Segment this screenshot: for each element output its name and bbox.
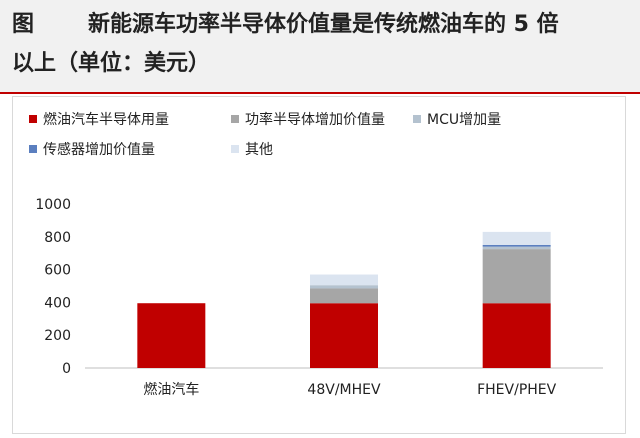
- caption-divider: [0, 92, 640, 94]
- bar-segment-1-2: [482, 249, 551, 304]
- bar-segment-0-2: [482, 303, 551, 368]
- figure-caption: 图 新能源车功率半导体价值量是传统燃油车的 5 倍 以上（单位：美元）: [0, 0, 640, 92]
- bar-segment-3-2: [482, 245, 551, 247]
- bar-segment-1-1: [310, 288, 378, 304]
- bar-segment-4-1: [310, 274, 378, 286]
- chart-panel: 燃油汽车半导体用量 功率半导体增加价值量 MCU增加量 传感器增加价值量 其他 …: [12, 96, 626, 434]
- bar-segment-2-2: [482, 246, 551, 250]
- legend-label-0: 燃油汽车半导体用量: [43, 112, 169, 128]
- bar-segment-4-2: [482, 231, 551, 245]
- y-tick-label: 800: [44, 230, 71, 246]
- x-category-label: 燃油汽车: [143, 381, 199, 398]
- legend-swatch-0: [29, 115, 37, 123]
- legend-swatch-2: [413, 115, 421, 123]
- y-tick-label: 400: [44, 295, 71, 311]
- legend-item-1: 功率半导体增加价值量: [231, 109, 385, 129]
- legend-label-1: 功率半导体增加价值量: [245, 112, 385, 128]
- legend-label-3: 传感器增加价值量: [43, 142, 155, 158]
- stacked-bar-chart: 0 200 400 600 800 1000 燃油汽车 48V/MHEV FHEV/PHEV: [35, 197, 603, 398]
- legend-swatch-3: [29, 145, 37, 153]
- figure-label: 图: [12, 12, 35, 37]
- y-tick-label: 1000: [35, 197, 71, 213]
- legend-item-3: 传感器增加价值量: [29, 139, 155, 159]
- figure-title-line1: 新能源车功率半导体价值量是传统燃油车的 5 倍: [88, 12, 559, 37]
- bar-segment-0-0: [137, 303, 206, 368]
- legend-swatch-1: [231, 115, 239, 123]
- legend-item-0: 燃油汽车半导体用量: [29, 109, 169, 129]
- legend-swatch-4: [231, 145, 239, 153]
- legend-item-4: 其他: [231, 139, 273, 159]
- legend-item-2: MCU增加量: [413, 109, 501, 129]
- legend-label-4: 其他: [245, 142, 273, 158]
- x-category-label: FHEV/PHEV: [477, 382, 557, 398]
- bar-segment-2-1: [310, 285, 378, 289]
- y-tick-label: 0: [62, 361, 71, 377]
- figure-title-line2: 以上（单位：美元）: [12, 51, 211, 76]
- legend-label-2: MCU增加量: [427, 112, 502, 128]
- y-tick-label: 600: [44, 263, 71, 279]
- x-category-label: 48V/MHEV: [307, 382, 381, 398]
- y-tick-label: 200: [44, 328, 71, 344]
- bar-segment-0-1: [310, 303, 378, 368]
